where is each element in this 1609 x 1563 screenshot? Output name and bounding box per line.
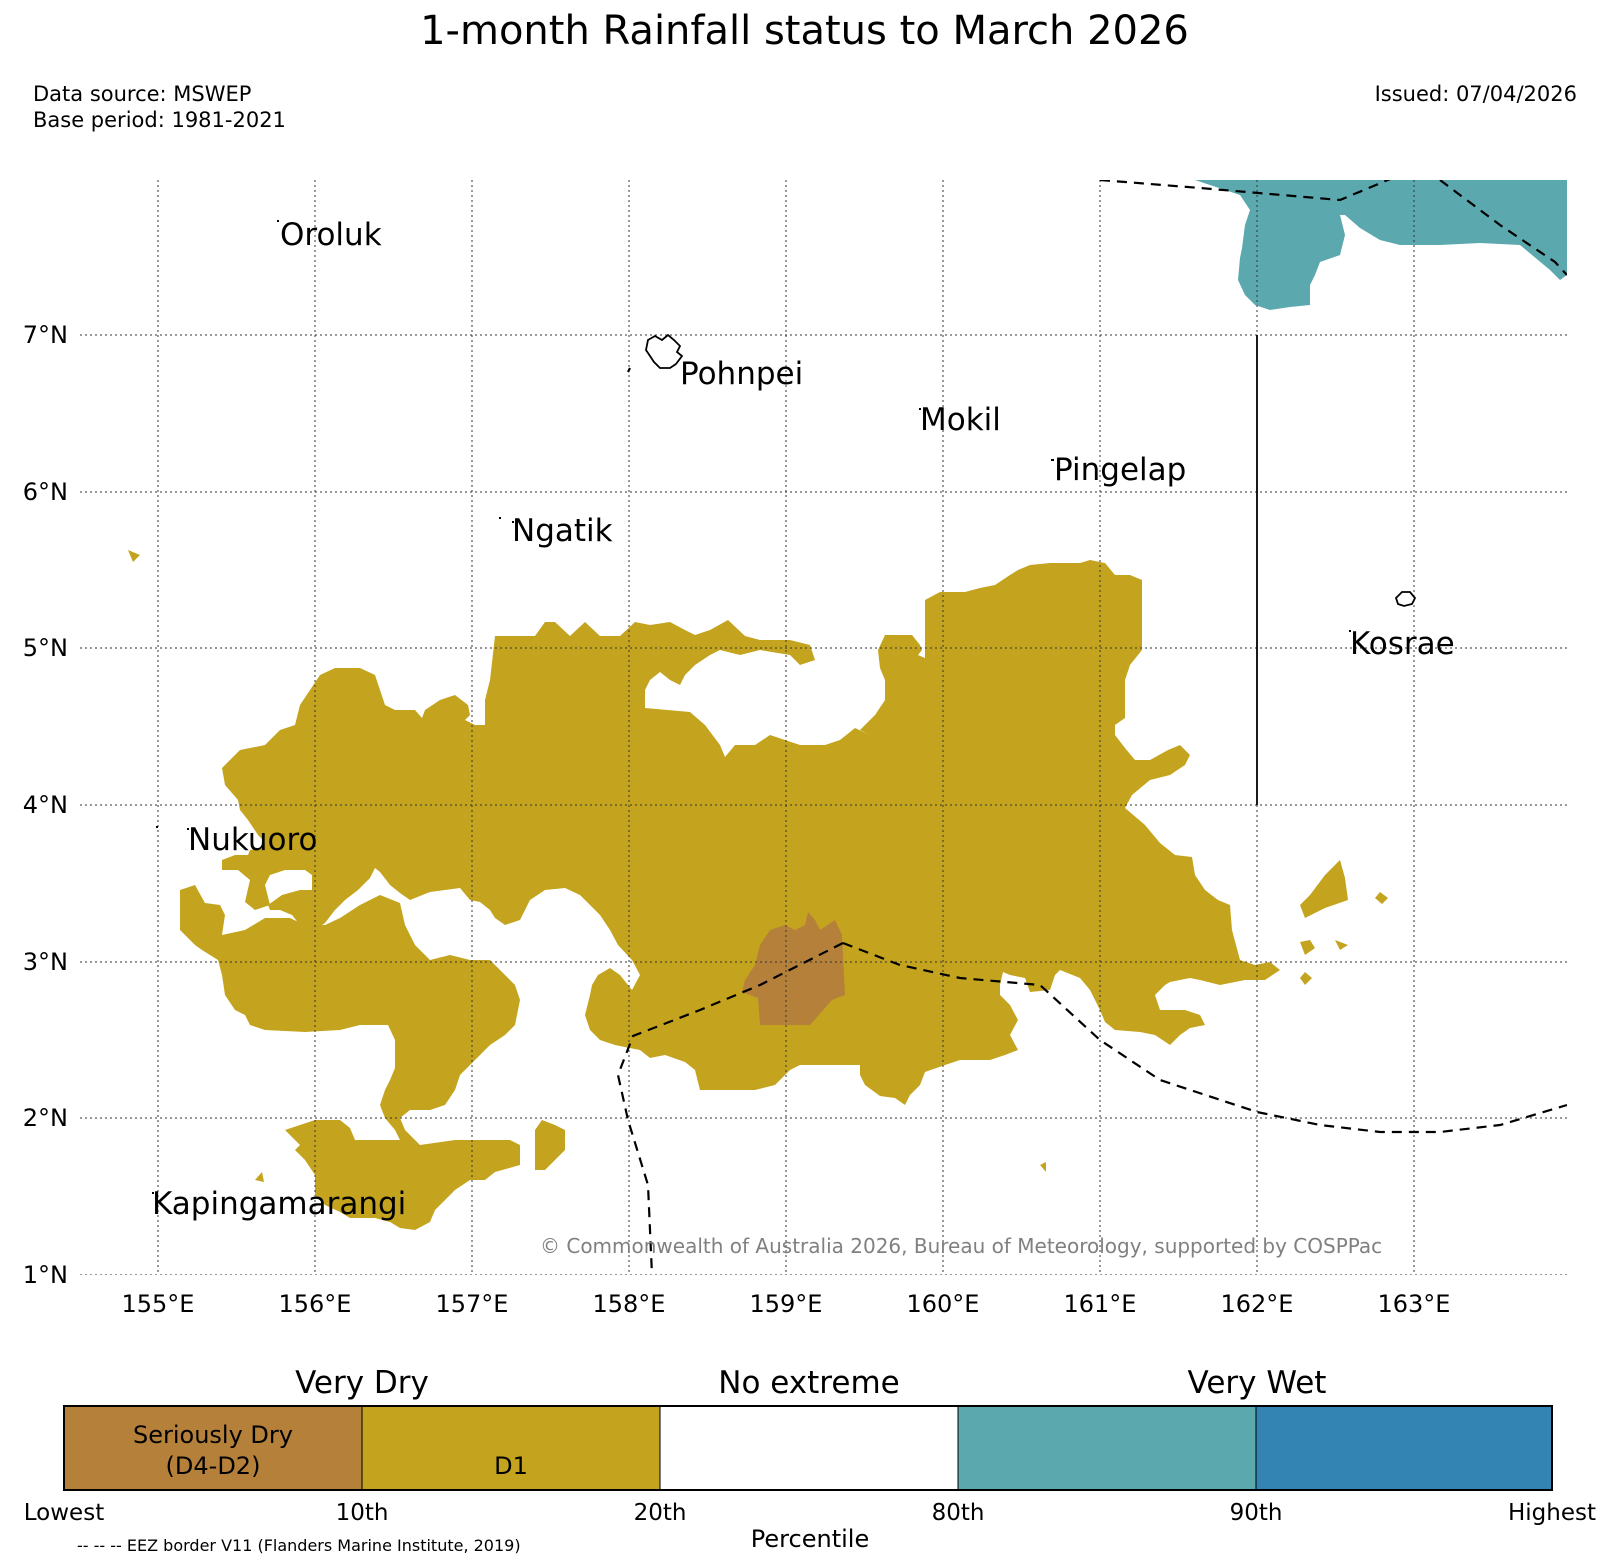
d1-fragment: [255, 1172, 264, 1182]
legend-tick: 10th: [335, 1500, 389, 1526]
d1-fragment: [1300, 940, 1315, 955]
colorbar-d1: [362, 1406, 660, 1490]
lon-label: 156°E: [278, 1290, 352, 1318]
very-wet-region: [1195, 180, 1567, 310]
lon-label: 155°E: [121, 1290, 195, 1318]
kosrae-island-outline: [1394, 591, 1417, 607]
place-label-kosrae: Kosrae: [1350, 626, 1455, 662]
map-title: 1-month Rainfall status to March 2026: [420, 8, 1189, 54]
place-label-nukuoro: Nukuoro: [188, 822, 318, 858]
colorbar-very-wet: [958, 1406, 1256, 1490]
lat-label: 2°N: [22, 1104, 68, 1132]
map-plot-area: [80, 180, 1567, 1275]
lon-label: 161°E: [1063, 1290, 1137, 1318]
lat-label: 6°N: [22, 478, 68, 506]
d1-fragment: [1040, 1162, 1046, 1172]
colorbar-highest: [1256, 1406, 1552, 1490]
d1-fragment: [1300, 860, 1348, 918]
pohnpei-island-outline: [645, 333, 684, 369]
legend-header-very-dry: Very Dry: [295, 1365, 429, 1401]
legend-tick: 80th: [931, 1500, 985, 1526]
eez-border-note: -- -- -- EEZ border V11 (Flanders Marine…: [77, 1536, 521, 1555]
place-label-kapingamarangi: Kapingamarangi: [152, 1186, 407, 1222]
legend-header-no-extreme: No extreme: [718, 1365, 900, 1401]
atoll-markers: [152, 220, 1351, 1194]
place-label-pohnpei: Pohnpei: [680, 356, 804, 392]
eez-borders: [616, 180, 1567, 1275]
copyright-notice: © Commonwealth of Australia 2026, Bureau…: [540, 1234, 1383, 1258]
legend-label-line: (D4-D2): [165, 1452, 261, 1480]
legend-tick: Lowest: [23, 1500, 105, 1526]
lon-label: 162°E: [1220, 1290, 1294, 1318]
metadata-left: Data source: MSWEP Base period: 1981-202…: [33, 81, 286, 133]
place-label-oroluk: Oroluk: [280, 217, 382, 253]
d1-fragment: [1335, 940, 1348, 950]
lon-label: 163°E: [1377, 1290, 1451, 1318]
d1-region-southwest: [180, 885, 520, 1230]
legend-axis-label: Percentile: [750, 1525, 870, 1553]
place-label-mokil: Mokil: [920, 402, 1001, 438]
legend-tick: 90th: [1229, 1500, 1283, 1526]
d1-fragment: [1375, 892, 1388, 904]
issued-date: Issued: 07/04/2026: [1374, 82, 1577, 106]
lat-label: 1°N: [22, 1261, 68, 1289]
legend-label-line: Seriously Dry: [133, 1421, 293, 1449]
d1-region-main: [222, 560, 1280, 1105]
place-label-pingelap: Pingelap: [1054, 452, 1187, 488]
data-source-text: Data source: MSWEP: [33, 82, 252, 106]
d1-fragment: [128, 550, 140, 562]
d1-fragment: [535, 1120, 565, 1170]
base-period-text: Base period: 1981-2021: [33, 108, 286, 132]
lat-label: 4°N: [22, 791, 68, 819]
place-label-ngatik: Ngatik: [512, 513, 613, 549]
colorbar-no-extreme: [660, 1406, 958, 1490]
d1-fragment: [740, 924, 748, 932]
legend-d1-label: D1: [494, 1452, 528, 1480]
legend-tick: Highest: [1507, 1500, 1596, 1526]
d1-fragment: [1300, 972, 1312, 985]
lon-label: 159°E: [749, 1290, 823, 1318]
colorbar-seriously-dry: [64, 1406, 362, 1490]
lon-label: 157°E: [435, 1290, 509, 1318]
legend-header-very-wet: Very Wet: [1187, 1365, 1327, 1401]
legend-tick: 20th: [633, 1500, 687, 1526]
lat-label: 5°N: [22, 634, 68, 662]
lon-label: 160°E: [906, 1290, 980, 1318]
lat-label: 3°N: [22, 948, 68, 976]
lat-label: 7°N: [22, 321, 68, 349]
lon-label: 158°E: [592, 1290, 666, 1318]
percentile-colorbar: [63, 1405, 1553, 1491]
legend-seriously-dry-label: Seriously Dry (D4-D2): [64, 1420, 362, 1482]
